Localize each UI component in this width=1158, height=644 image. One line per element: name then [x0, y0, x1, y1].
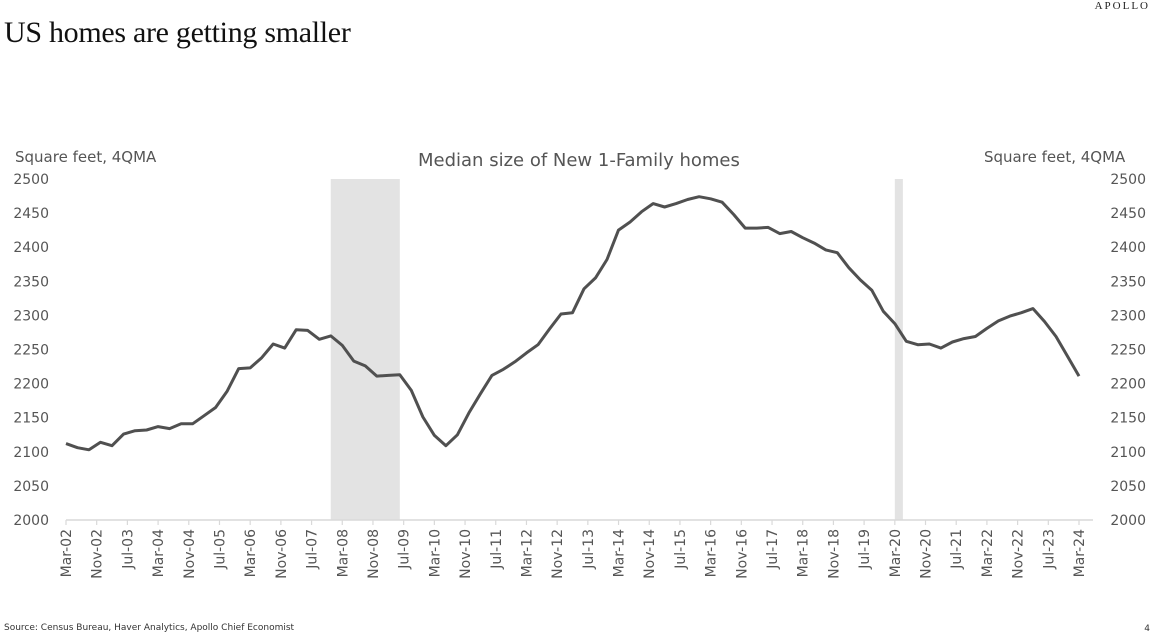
right-axis-unit-label: Square feet, 4QMA [984, 148, 1126, 166]
y-tick-label-left: 2150 [13, 411, 49, 427]
series-line-median-home-size [65, 195, 1081, 452]
apollo-logo: APOLLO [1094, 0, 1150, 12]
x-tick-label: Mar-18 [796, 529, 812, 577]
left-axis-unit-label: Square feet, 4QMA [15, 148, 157, 166]
x-tick-label: Nov-10 [458, 529, 474, 579]
x-tick-label: Mar-12 [519, 529, 535, 577]
x-axis-labels: Mar-02 Nov-02 Jul-03 Mar-04 Nov-04 Jul-05 Mar-… [59, 529, 1088, 579]
y-tick-label-right: 2050 [1110, 479, 1146, 495]
x-tick-label: Nov-04 [182, 529, 198, 579]
x-tick-label: Nov-06 [274, 529, 290, 579]
x-tick-label: Mar-08 [335, 529, 351, 577]
y-tick-label-right: 2150 [1110, 411, 1146, 427]
x-tick-label: Mar-16 [704, 529, 720, 577]
chart-title: Median size of New 1-Family homes [418, 150, 740, 171]
x-tick-label: Nov-02 [90, 529, 106, 579]
x-tick-label: Nov-20 [919, 529, 935, 579]
y-tick-label-right: 2300 [1110, 308, 1146, 324]
y-tick-label-left: 2200 [13, 377, 49, 393]
x-tick-label: Jul-13 [581, 529, 597, 570]
y-tick-label-right: 2250 [1110, 343, 1146, 359]
y-tick-label-right: 2350 [1110, 274, 1146, 290]
x-tick-label: Jul-19 [857, 529, 873, 570]
x-tick-label: Nov-22 [1011, 529, 1027, 579]
x-tick-label: Jul-17 [765, 529, 781, 570]
y-tick-label-right: 2000 [1110, 513, 1146, 529]
recession-band [330, 179, 400, 520]
x-tick-label: Mar-22 [980, 529, 996, 577]
x-tick-label: Jul-07 [305, 529, 321, 570]
x-axis [65, 519, 1093, 525]
x-tick-label: Mar-04 [151, 529, 167, 577]
y-tick-label-left: 2350 [13, 274, 49, 290]
y-tick-label-left: 2100 [13, 445, 49, 461]
y-tick-label-left: 2500 [13, 172, 49, 188]
x-tick-label: Nov-12 [550, 529, 566, 579]
y-tick-label-right: 2400 [1110, 240, 1146, 256]
x-tick-label: Jul-03 [120, 529, 136, 570]
x-tick-label: Jul-05 [212, 529, 228, 570]
recession-band [894, 179, 903, 520]
x-tick-label: Jul-15 [673, 529, 689, 570]
recession-bands [330, 179, 903, 520]
x-tick-label: Nov-08 [366, 529, 382, 579]
y-tick-label-left: 2250 [13, 343, 49, 359]
y-tick-label-right: 2450 [1110, 206, 1146, 222]
x-tick-label: Mar-06 [243, 529, 259, 577]
y-tick-label-left: 2050 [13, 479, 49, 495]
y-tick-label-left: 2400 [13, 240, 49, 256]
y-tick-label-left: 2000 [13, 513, 49, 529]
x-tick-label: Nov-14 [642, 529, 658, 579]
x-tick-label: Mar-14 [612, 529, 628, 577]
left-y-axis: 2000 2050 2100 2150 2200 2250 2300 2350 2400 2450… [13, 172, 49, 529]
x-tick-label: Jul-23 [1041, 529, 1057, 570]
series-layer [65, 195, 1081, 452]
y-tick-label-right: 2200 [1110, 377, 1146, 393]
x-tick-label: Mar-20 [888, 529, 904, 577]
x-tick-label: Mar-24 [1072, 529, 1088, 577]
x-tick-label: Mar-10 [427, 529, 443, 577]
y-tick-label-left: 2450 [13, 206, 49, 222]
slide-title: US homes are getting smaller [4, 16, 351, 49]
y-tick-label-right: 2500 [1110, 172, 1146, 188]
x-tick-label: Nov-16 [734, 529, 750, 579]
right-y-axis: 2000 2050 2100 2150 2200 2250 2300 2350 2400 2450… [1110, 172, 1146, 529]
source-note: Source: Census Bureau, Haver Analytics, … [4, 623, 295, 633]
y-tick-label-left: 2300 [13, 308, 49, 324]
x-tick-label: Jul-11 [489, 529, 505, 570]
x-tick-label: Nov-18 [826, 529, 842, 579]
y-tick-label-right: 2100 [1110, 445, 1146, 461]
x-tick-label: Jul-09 [397, 529, 413, 570]
page-number: 4 [1144, 624, 1150, 634]
x-tick-label: Jul-21 [949, 529, 965, 570]
x-tick-label: Mar-02 [59, 529, 75, 577]
